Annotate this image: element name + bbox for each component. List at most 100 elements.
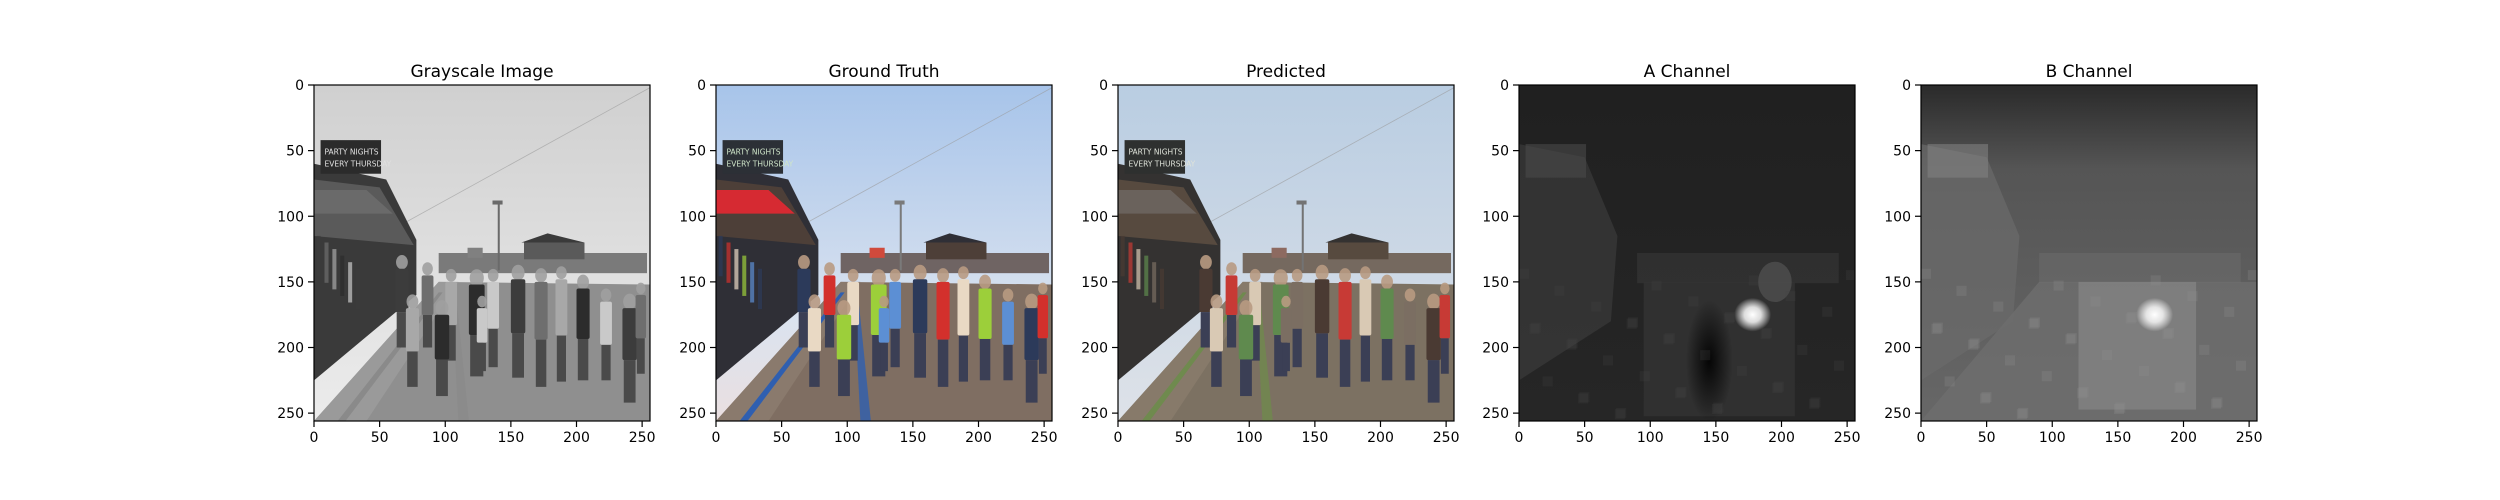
- photo-2-person-body-72: [807, 308, 821, 352]
- photo-3-person-head-70: [1210, 294, 1223, 309]
- channel-5-texture-block-36: [2016, 409, 2027, 420]
- neon-sign-text: EVERY THURSDAY: [727, 159, 794, 168]
- photo-1-person-head-43: [511, 264, 525, 281]
- photo-2-person-head-54: [979, 274, 991, 290]
- y-tick-label: 250: [1884, 406, 1911, 422]
- channel-5-texture-block-19: [2175, 381, 2186, 392]
- x-tick-label: 0: [712, 430, 721, 446]
- photo-1-pier-building-3: [524, 242, 585, 260]
- channel-4-texture-block-9: [1567, 338, 1578, 349]
- channel-4-texture-block-43: [1578, 393, 1589, 404]
- x-tick-label: 50: [1576, 430, 1594, 446]
- y-tick-label: 100: [277, 209, 304, 225]
- photo-1-person-body-32: [445, 281, 458, 326]
- channel-5-texture-block-14: [1932, 322, 1943, 333]
- x-tick-label: 150: [2105, 430, 2132, 446]
- x-tick-label: 50: [773, 430, 791, 446]
- photo-2-neon-sign-15: [722, 140, 784, 174]
- channel-4-texture-block-40: [1760, 329, 1771, 340]
- axes-frame: [1518, 84, 1856, 422]
- y-tick-label: 50: [1893, 144, 1911, 160]
- channel-5-texture-block-31: [2102, 350, 2113, 361]
- photo-2-person-legs-57: [979, 338, 991, 381]
- photo-3-person-head-58: [1404, 288, 1416, 302]
- channel-4-ghost-sign-2: [1525, 144, 1587, 178]
- photo-3-person-head-34: [1273, 269, 1288, 287]
- y-tick-label: 200: [1884, 341, 1911, 357]
- channel-4-texture-block-41: [1809, 398, 1820, 409]
- panels-layer: PARTY NIGHTS EVERY THURSDAY Grayscale Imag…: [277, 62, 2262, 446]
- channel-4-texture-block-11: [1664, 333, 1675, 344]
- channel-4-texture-block-44: [1626, 318, 1637, 329]
- photo-3-shop-item-18: [1136, 249, 1141, 290]
- photo-3-person-head-74: [1239, 300, 1253, 317]
- channel-5-texture-block-8: [1969, 338, 1980, 349]
- photo-3-person-legs-61: [1405, 344, 1415, 381]
- x-tick-label: 200: [965, 430, 992, 446]
- photo-2-person-body-32: [847, 281, 860, 326]
- photo-2-person-head-34: [871, 269, 886, 287]
- photo-1-person-head-63: [623, 293, 637, 310]
- channel-4-ghost-horizon-3: [1637, 253, 1839, 284]
- photo-3-person-body-56: [1380, 288, 1394, 339]
- channel-4-texture-block-17: [1627, 317, 1639, 328]
- panel-title: Ground Truth: [828, 62, 939, 82]
- photo-2-person-head-78: [879, 295, 889, 308]
- photo-1-person-legs-69: [636, 338, 645, 374]
- photo-1-person-head-35: [469, 269, 484, 287]
- y-tick-label: 0: [295, 78, 304, 94]
- photo-1-person-body-76: [434, 314, 450, 360]
- photo-2-person-legs-49: [937, 339, 949, 387]
- x-tick-label: 250: [1433, 430, 1460, 446]
- photo-3-pier-roof-4: [1325, 233, 1389, 243]
- channel-5-ghost-horizon-3: [2039, 253, 2241, 284]
- channel-5-texture-block-10: [2066, 333, 2077, 344]
- channel-5-ghost-sign-2: [1927, 144, 1989, 178]
- x-tick-label: 200: [2170, 430, 2197, 446]
- subplot-3: PARTY NIGHTS EVERY THURSDAY Predicted 0 50 10…: [1081, 62, 1459, 446]
- channel-5-texture-block-15: [1981, 392, 1992, 403]
- photo-3-person-legs-69: [1440, 338, 1449, 374]
- photo-1-person-head-47: [535, 268, 547, 283]
- y-tick-label: 50: [688, 144, 706, 160]
- photo-1-person-head-67: [636, 282, 646, 295]
- photo-2-person-body-48: [936, 281, 950, 340]
- photo-1-person-body-64: [622, 308, 637, 361]
- photo-1-shop-item-19: [340, 255, 345, 296]
- photo-2-person-legs-69: [1038, 338, 1047, 374]
- x-tick-label: 50: [1175, 430, 1193, 446]
- photo-2-person-body-64: [1024, 308, 1039, 361]
- x-tick-label: 200: [1367, 430, 1394, 446]
- image-5: [1921, 85, 2257, 421]
- photo-1-shop-item-21: [356, 268, 361, 310]
- y-tick-label: 100: [1482, 209, 1509, 225]
- photo-3-person-body-32: [1249, 281, 1262, 326]
- y-tick-label: 250: [679, 406, 706, 422]
- channel-5-texture-block-39: [2162, 329, 2173, 340]
- y-tick-label: 250: [1482, 406, 1509, 422]
- y-tick-label: 200: [679, 341, 706, 357]
- photo-3-person-legs-53: [1360, 335, 1370, 382]
- photo-2-person-body-76: [836, 314, 852, 360]
- photo-1-person-legs-41: [488, 328, 498, 368]
- photo-1-person-head-23: [396, 254, 408, 270]
- y-tick-label: 200: [277, 341, 304, 357]
- photo-2-person-head-50: [958, 266, 969, 280]
- photo-1-light-pole-5: [497, 203, 500, 271]
- channel-5-ghost-crowd-5: [2078, 281, 2197, 410]
- photo-3-person-legs-41: [1292, 328, 1302, 368]
- y-tick-label: 200: [1482, 341, 1509, 357]
- channel-4-texture-block-23: [1591, 301, 1602, 312]
- photo-1-person-body-68: [635, 295, 647, 339]
- channel-4-texture-block-38: [1663, 334, 1674, 345]
- photo-2-pier-building-3: [926, 242, 987, 260]
- y-tick-label: 0: [1902, 78, 1911, 94]
- channel-4-texture-block-31: [1651, 280, 1662, 291]
- channel-5-texture-block-40: [2211, 398, 2222, 409]
- photo-2-wire-1: [794, 87, 1052, 230]
- channel-5-texture-block-35: [1968, 339, 1979, 350]
- channel-4-texture-block-15: [1530, 322, 1541, 333]
- photo-2-shop-item-17: [726, 242, 731, 283]
- photo-3-person-body-52: [1359, 279, 1372, 336]
- photo-2-person-legs-53: [958, 335, 968, 382]
